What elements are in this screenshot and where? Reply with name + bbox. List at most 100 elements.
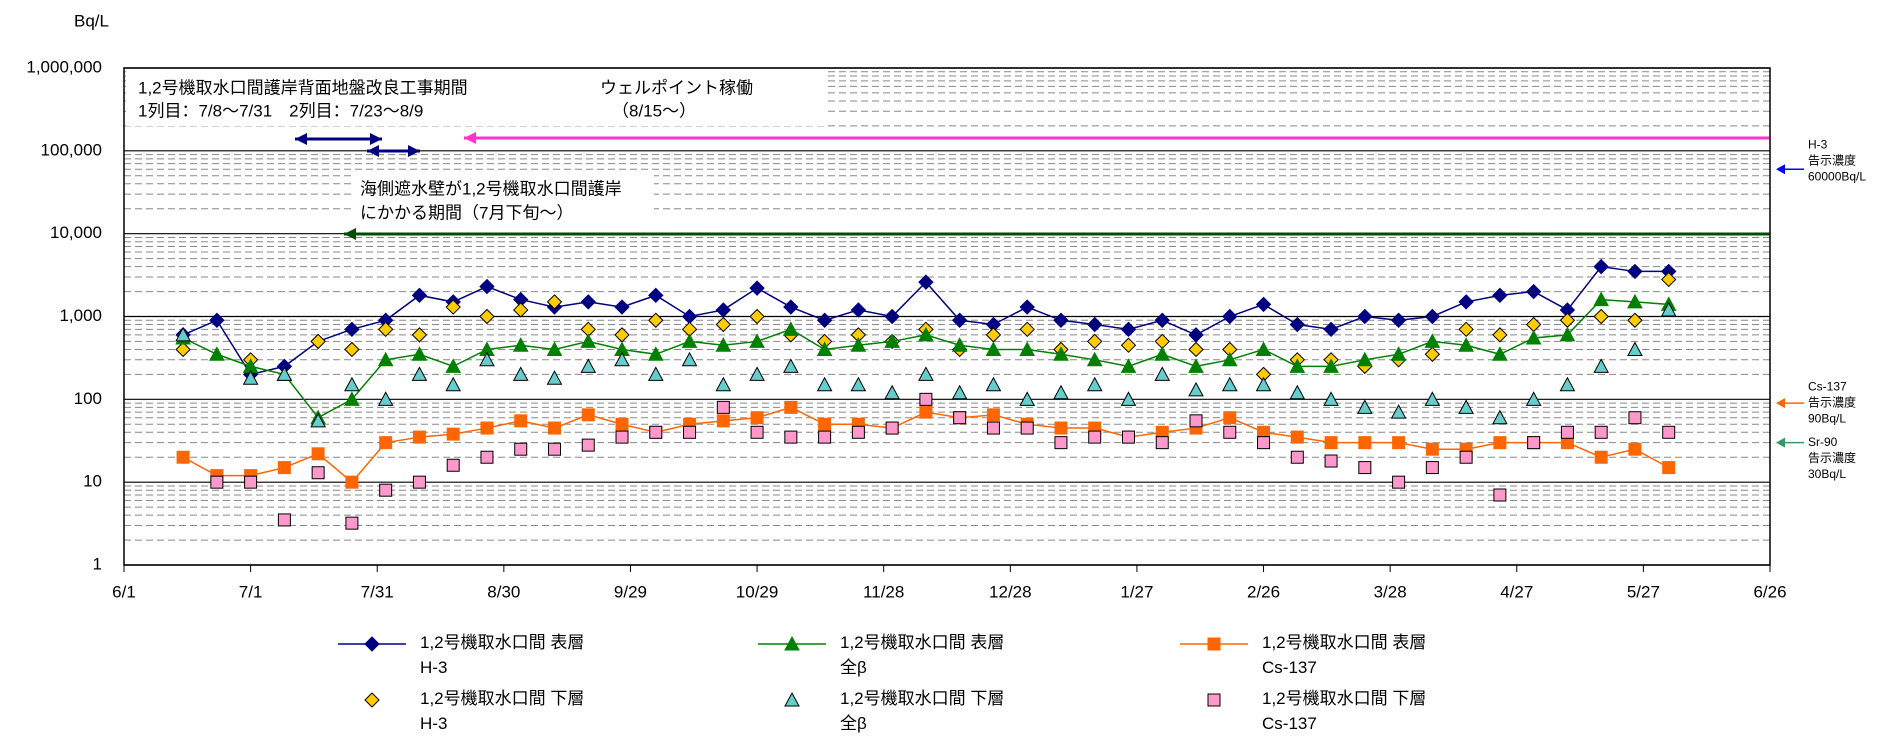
marker (1189, 414, 1203, 428)
marker (547, 442, 561, 456)
marker (344, 376, 360, 392)
reference-label: Sr-90 (1808, 435, 1838, 449)
marker (1154, 366, 1171, 381)
legend-label: 1,2号機取水口間 下層全β (840, 689, 1004, 733)
marker (445, 376, 462, 392)
marker (1593, 308, 1609, 325)
marker (1458, 321, 1474, 338)
annotation: にかかる期間（7月下旬～） (360, 203, 573, 222)
marker (547, 421, 561, 435)
marker (749, 366, 765, 381)
marker (1627, 293, 1643, 309)
legend-label: 1,2号機取水口間 下層 H-3 (420, 689, 584, 733)
marker (244, 475, 258, 489)
marker (344, 391, 360, 406)
marker (546, 294, 563, 310)
x-tick-label: 6/1 (112, 582, 136, 601)
marker (1628, 411, 1642, 425)
marker (715, 302, 732, 318)
annotation: 1,2号機取水口間護岸背面地盤改良工事期間 (138, 78, 468, 97)
marker (1560, 425, 1574, 439)
x-tick-label: 5/27 (1627, 582, 1660, 601)
marker (1492, 346, 1508, 361)
marker (1390, 346, 1407, 361)
legend-label: 1,2号機取水口間 表層 Cs-137 (1262, 633, 1426, 677)
marker (1458, 337, 1474, 352)
marker (1324, 454, 1338, 468)
marker (1087, 316, 1103, 333)
reference-label: 60000Bq/L (1808, 169, 1866, 183)
legend-marker (364, 692, 380, 708)
marker (1223, 411, 1237, 425)
marker (1188, 327, 1204, 343)
marker (919, 392, 933, 406)
marker (1155, 436, 1169, 450)
marker (816, 312, 833, 328)
marker (546, 370, 563, 385)
marker (818, 417, 832, 431)
marker (614, 299, 630, 315)
marker (1458, 294, 1474, 310)
marker (884, 308, 900, 325)
marker (1424, 391, 1441, 406)
marker (1628, 442, 1642, 456)
marker (512, 366, 529, 381)
marker (1627, 312, 1643, 328)
marker (1593, 291, 1610, 307)
marker (884, 384, 900, 400)
marker (277, 461, 291, 475)
marker (311, 447, 325, 461)
marker (345, 516, 359, 530)
marker (445, 299, 461, 315)
marker (647, 366, 664, 381)
marker (479, 308, 495, 325)
marker (1120, 337, 1137, 353)
arrow-head (464, 132, 476, 144)
reference-label: 告示濃度 (1808, 152, 1856, 167)
arrow-head (344, 228, 356, 240)
marker (614, 327, 630, 343)
marker (716, 414, 730, 428)
marker (513, 302, 529, 318)
reference-label: Cs-137 (1808, 379, 1847, 393)
marker (310, 412, 326, 428)
marker (885, 421, 899, 435)
reference-label: 告示濃度 (1808, 450, 1856, 465)
marker (1559, 326, 1576, 342)
marker (1356, 351, 1373, 367)
marker (580, 358, 597, 373)
marker (953, 411, 967, 425)
marker (1221, 376, 1238, 392)
marker (1358, 461, 1372, 475)
marker (1493, 488, 1507, 502)
marker (1019, 299, 1035, 315)
marker (1121, 430, 1135, 444)
marker (648, 312, 664, 328)
y-tick-label: 100,000 (41, 140, 102, 159)
marker (176, 450, 190, 464)
marker (1559, 312, 1576, 328)
marker (411, 287, 428, 304)
marker (210, 475, 224, 489)
marker (1662, 461, 1676, 475)
marker (1257, 436, 1271, 450)
legend-label: 1,2号機取水口間 下層 Cs-137 (1262, 689, 1426, 733)
marker (783, 321, 799, 336)
x-tick-label: 9/29 (614, 582, 647, 601)
y-axis-label: Bq/L (74, 11, 109, 30)
marker (1289, 358, 1306, 373)
reference-label: H-3 (1808, 137, 1828, 151)
marker (750, 425, 764, 439)
marker (1088, 430, 1102, 444)
plot-border (123, 67, 1771, 566)
marker (580, 294, 596, 310)
annotation: 海側遮水壁が1,2号機取水口間護岸 (360, 179, 622, 198)
marker (1255, 341, 1272, 356)
marker (277, 513, 291, 527)
marker (1660, 301, 1677, 317)
marker (344, 341, 360, 358)
marker (918, 366, 934, 381)
marker (1120, 391, 1137, 406)
y-tick-label: 10 (83, 472, 102, 491)
marker (1087, 333, 1103, 350)
